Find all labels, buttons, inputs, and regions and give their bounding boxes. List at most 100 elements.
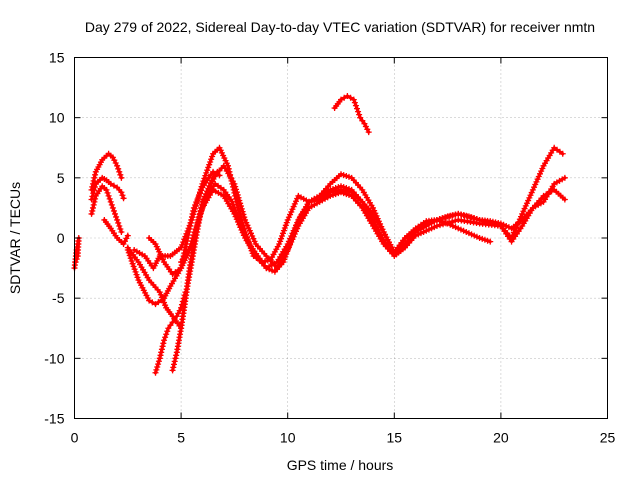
data-point-marker [468,214,475,221]
data-point-marker [240,211,247,218]
data-point-marker [163,331,170,338]
data-point-marker [233,186,240,193]
y-tick-label: 0 [57,230,65,246]
data-point-marker [284,216,291,223]
data-point-marker [131,266,138,273]
data-point-marker [235,194,242,201]
data-point-marker [194,221,201,228]
data-point-marker [117,225,124,232]
data-point-marker [294,225,301,232]
data-point-marker [338,96,344,103]
data-point-marker [120,195,127,202]
data-point-marker [533,178,540,185]
data-point-marker [433,222,440,229]
data-point-marker [423,227,430,234]
data-point-marker [436,216,443,223]
data-point-marker [201,193,208,200]
data-point-marker [134,274,141,281]
data-point-marker [452,224,459,231]
data-point-marker [188,241,195,248]
data-point-marker [465,230,472,237]
data-point-marker [457,226,464,233]
data-point-marker [200,196,207,203]
data-point-marker [90,177,97,184]
x-tick-label: 15 [387,430,403,446]
data-point-marker [196,189,203,196]
data-point-marker [436,222,443,229]
data-point-marker [180,239,187,246]
data-point-marker [187,219,194,226]
data-point-marker [157,352,164,359]
data-point-marker [343,191,350,198]
data-point-marker [91,183,98,190]
data-point-marker [532,181,539,188]
data-point-marker [420,228,427,235]
data-point-marker [249,232,256,239]
data-point-marker [433,216,440,223]
data-point-marker [455,225,462,232]
data-point-marker [171,316,178,323]
data-point-marker [285,214,292,221]
data-point-marker [159,343,166,350]
data-point-marker [91,187,98,194]
data-point-marker [241,214,248,221]
data-point-marker [327,192,334,199]
data-point-marker [355,108,362,115]
series-trace-e [101,216,131,248]
series-trace-m [199,162,568,272]
x-tick-label: 10 [280,430,296,446]
data-point-marker [104,189,111,196]
data-point-marker [196,191,203,198]
x-tick-label: 5 [177,430,185,446]
data-point-marker [233,216,240,223]
data-point-marker [526,194,533,201]
data-point-marker [146,297,153,304]
data-point-marker [156,355,163,362]
data-point-marker [105,192,112,199]
data-point-marker [440,221,447,228]
data-point-marker [431,224,438,231]
data-point-marker [251,238,258,245]
data-point-marker [167,322,174,329]
data-point-marker [173,352,180,359]
data-point-marker [161,337,168,344]
data-point-marker [202,190,209,197]
data-point-marker [153,366,160,373]
data-point-marker [531,184,538,191]
data-point-marker [237,203,244,210]
y-tick-label: 15 [49,50,65,66]
chart-title: Day 279 of 2022, Sidereal Day-to-day VTE… [85,19,595,35]
data-point-marker [191,232,198,239]
data-point-marker [471,215,478,222]
data-point-marker [132,268,139,275]
data-point-marker [449,222,456,229]
data-point-marker [179,241,186,248]
data-point-marker [206,182,213,189]
data-point-marker [234,191,241,198]
data-point-marker [446,219,453,226]
data-point-marker [196,213,203,220]
data-point-marker [338,189,344,196]
data-point-marker [118,228,125,235]
data-point-marker [465,213,472,220]
data-point-marker [291,230,298,237]
data-point-marker [199,198,206,205]
data-point-marker [280,227,287,234]
data-point-marker [441,214,448,221]
data-point-marker [529,186,536,193]
data-point-marker [518,213,525,220]
data-point-marker [239,208,246,215]
data-point-marker [279,232,286,239]
data-point-marker [181,236,188,243]
data-point-marker [503,222,510,229]
data-point-marker [239,229,246,236]
data-point-marker [119,192,126,199]
data-point-marker [164,328,171,335]
data-point-marker [109,204,116,211]
data-point-marker [294,195,301,202]
data-point-marker [463,228,470,235]
data-point-marker [155,361,162,368]
data-point-marker [276,241,283,248]
data-point-marker [330,191,337,198]
data-point-marker [152,369,159,376]
